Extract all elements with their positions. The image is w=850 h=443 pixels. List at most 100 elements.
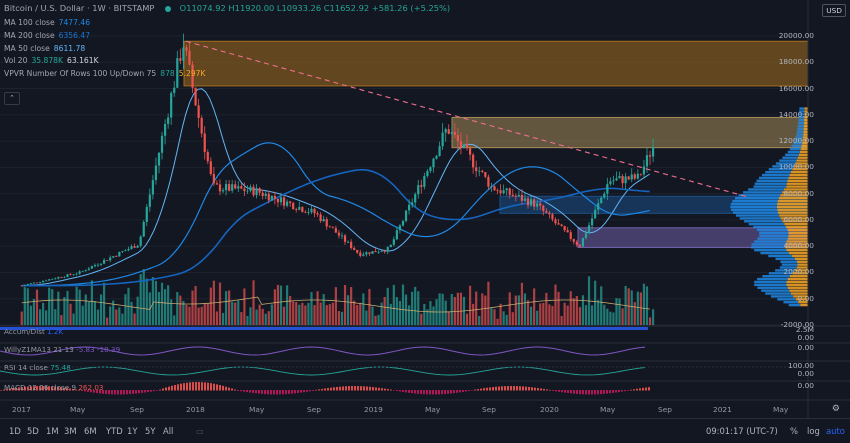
- vpvr-up-bar: [748, 222, 785, 226]
- legend-row[interactable]: MA 100 close 7477.46: [4, 17, 94, 29]
- macd-bar: [471, 390, 473, 391]
- volume-bar: [191, 290, 194, 325]
- range-button-5d[interactable]: 5D: [27, 426, 39, 436]
- vpvr-down-bar: [786, 182, 808, 185]
- range-button-ytd[interactable]: YTD: [106, 426, 123, 436]
- candle-body: [539, 203, 542, 206]
- candle-body: [371, 251, 374, 254]
- candle-body: [536, 203, 539, 207]
- candle-body: [319, 214, 322, 222]
- calendar-icon[interactable]: ▭: [196, 426, 204, 436]
- candle-body: [648, 155, 652, 157]
- vpvr-up-bar: [775, 269, 795, 272]
- macd-bar: [423, 390, 425, 395]
- vpvr-up-bar: [761, 289, 790, 292]
- volume-bar: [102, 282, 106, 325]
- macd-bar: [132, 390, 134, 394]
- candle-body: [597, 203, 600, 210]
- legend-row[interactable]: VPVR Number Of Rows 100 Up/Down 75 878 5.2…: [4, 68, 209, 80]
- candle-body: [386, 247, 389, 252]
- time-tick-label: Sep: [482, 405, 496, 414]
- clock[interactable]: 09:01:17 (UTC-7): [706, 426, 778, 436]
- candle-body: [60, 277, 63, 278]
- vpvr-down-bar: [792, 272, 808, 275]
- legend-row[interactable]: MA 50 close 8611.78: [4, 43, 89, 55]
- volume-bar: [572, 298, 575, 325]
- range-button-1d[interactable]: 1D: [9, 426, 21, 436]
- macd-bar: [492, 387, 494, 391]
- macd-bar: [402, 390, 404, 392]
- vpvr-down-bar: [803, 133, 808, 136]
- volume-bar: [411, 291, 414, 325]
- range-button-1y[interactable]: 1Y: [127, 426, 138, 436]
- vpvr-up-bar: [793, 142, 803, 145]
- candle-body: [197, 105, 200, 118]
- candle-body: [414, 194, 417, 203]
- vpvr-down-bar: [786, 225, 808, 229]
- indicator-value: 75.48: [50, 363, 71, 372]
- vpvr-up-bar: [743, 191, 783, 194]
- volume-bar: [536, 310, 539, 325]
- candle-body: [301, 207, 304, 212]
- candle-body: [496, 190, 499, 192]
- legend-row[interactable]: MA 200 close 6356.47: [4, 30, 94, 42]
- log-button[interactable]: log: [807, 426, 820, 436]
- macd-bar: [459, 390, 461, 393]
- range-button-6m[interactable]: 6M: [84, 426, 97, 436]
- vpvr-down-bar: [802, 142, 808, 145]
- volume-bar: [429, 301, 432, 325]
- volume-bar: [304, 305, 307, 325]
- vpvr-up-bar: [731, 208, 778, 211]
- volume-bar: [78, 289, 81, 325]
- volume-bar: [383, 297, 386, 325]
- macd-bar: [447, 390, 449, 394]
- macd-bar: [435, 390, 437, 395]
- vpvr-up-bar: [753, 185, 787, 188]
- symbol-legend[interactable]: Bitcoin / U.S. Dollar · 1W · BITSTAMP O1…: [4, 3, 450, 13]
- candle-body: [63, 276, 66, 278]
- indicator-legend[interactable]: RSI 14 close 75.48: [4, 363, 71, 372]
- macd-bar: [525, 386, 527, 391]
- candle-body: [285, 201, 289, 206]
- macd-bar: [24, 386, 26, 391]
- legend-value: 7477.46: [58, 18, 91, 27]
- macd-bar: [138, 390, 140, 394]
- macd-bar: [624, 390, 626, 392]
- settings-gear-icon[interactable]: ⚙: [831, 404, 840, 414]
- indicator-legend[interactable]: Accum/Dist 1.2K: [4, 327, 63, 336]
- range-button-1m[interactable]: 1M: [46, 426, 59, 436]
- macd-bar: [42, 386, 44, 391]
- volume-bar: [575, 296, 578, 325]
- volume-bar: [334, 287, 337, 325]
- vpvr-up-bar: [779, 266, 797, 269]
- candle-body: [261, 192, 264, 196]
- vpvr-down-bar: [799, 150, 808, 154]
- volume-bar: [368, 288, 371, 325]
- candle-body: [118, 251, 121, 257]
- volume-bar: [157, 291, 161, 325]
- range-button-5y[interactable]: 5Y: [145, 426, 156, 436]
- volume-bar: [93, 301, 97, 325]
- macd-bar: [252, 390, 254, 393]
- collapse-legend-icon[interactable]: ⌃: [4, 92, 20, 105]
- macd-bar: [354, 386, 356, 391]
- indicator-legend[interactable]: MACD 12 26 close 9 262.03: [4, 383, 104, 392]
- price-chart[interactable]: [0, 0, 850, 418]
- auto-button[interactable]: auto: [826, 426, 845, 436]
- macd-bar: [630, 389, 632, 391]
- vpvr-down-bar: [795, 298, 808, 301]
- candle-body: [359, 252, 362, 256]
- candle-body: [383, 251, 386, 253]
- candle-body: [621, 176, 624, 184]
- currency-label[interactable]: USD: [822, 4, 846, 17]
- range-button-3m[interactable]: 3M: [64, 426, 77, 436]
- volume-bar: [420, 313, 423, 325]
- candle-body: [240, 186, 243, 189]
- candle-body: [505, 188, 508, 191]
- indicator-legend[interactable]: WillyZ1MA13 21 13 -5.83 -18.39: [4, 345, 120, 354]
- macd-bar: [288, 390, 290, 394]
- volume-bar: [45, 310, 48, 325]
- percent-button[interactable]: %: [790, 426, 798, 436]
- range-button-all[interactable]: All: [163, 426, 174, 436]
- legend-row[interactable]: Vol 20 35.878K 63.161K: [4, 55, 103, 67]
